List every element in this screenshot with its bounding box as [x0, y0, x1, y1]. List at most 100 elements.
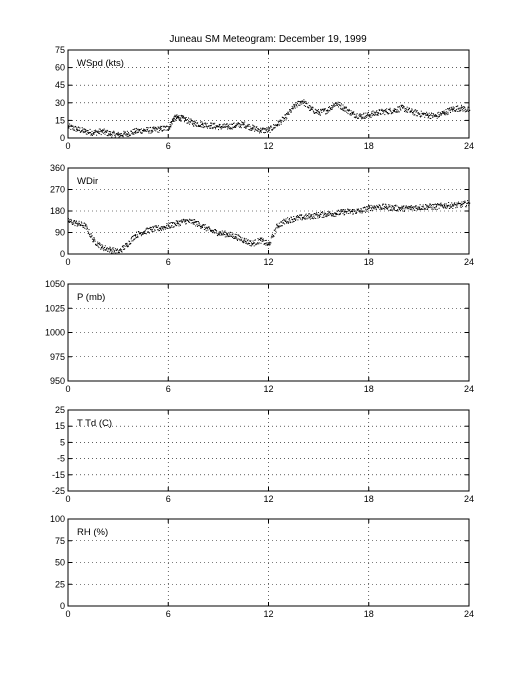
- data-point: [308, 213, 309, 215]
- data-point: [98, 131, 100, 133]
- data-point: [383, 203, 385, 205]
- data-point: [111, 134, 113, 136]
- data-point: [310, 214, 312, 216]
- data-point: [449, 107, 451, 109]
- data-point: [99, 244, 101, 246]
- data-point: [110, 131, 112, 133]
- data-point: [136, 231, 137, 233]
- data-point: [282, 222, 284, 224]
- data-point: [210, 127, 212, 129]
- data-point: [197, 221, 199, 222]
- data-point: [259, 237, 261, 239]
- data-point: [334, 105, 336, 106]
- data-point: [197, 125, 199, 127]
- data-point: [155, 127, 157, 129]
- data-point: [292, 108, 294, 110]
- data-point: [394, 205, 396, 207]
- data-point: [109, 246, 111, 248]
- data-point: [384, 110, 386, 112]
- y-tick-label: 270: [50, 185, 65, 195]
- data-point: [87, 130, 89, 132]
- data-point: [72, 220, 74, 222]
- data-point: [364, 118, 366, 119]
- data-point: [243, 123, 245, 126]
- data-point: [390, 110, 392, 112]
- data-point: [175, 119, 177, 121]
- data-point: [418, 208, 420, 210]
- data-point: [162, 226, 164, 228]
- data-point: [288, 113, 290, 115]
- data-point: [262, 239, 264, 241]
- data-point: [427, 206, 429, 208]
- data-point: [338, 213, 340, 215]
- data-point: [200, 123, 202, 125]
- data-point: [181, 115, 183, 117]
- data-point: [331, 105, 333, 106]
- data-point: [336, 104, 338, 106]
- data-point: [259, 132, 260, 134]
- data-point: [461, 106, 463, 108]
- data-point: [193, 122, 195, 124]
- data-point: [207, 127, 208, 129]
- data-point: [342, 110, 344, 112]
- data-point: [220, 232, 222, 234]
- data-point: [228, 236, 230, 238]
- data-point: [232, 235, 234, 237]
- data-point: [188, 221, 190, 223]
- data-point: [416, 208, 418, 210]
- data-point: [435, 115, 437, 117]
- data-point: [413, 206, 415, 208]
- data-point: [383, 110, 385, 112]
- data-point: [257, 128, 259, 130]
- data-point: [409, 206, 410, 208]
- data-point: [132, 131, 134, 133]
- data-point: [379, 112, 381, 114]
- data-point: [349, 212, 351, 214]
- y-tick-label: 75: [55, 45, 65, 55]
- data-point: [205, 227, 207, 229]
- data-point: [243, 126, 245, 128]
- data-point: [358, 114, 360, 116]
- data-point: [96, 244, 98, 246]
- data-point: [369, 115, 371, 117]
- data-point: [356, 208, 358, 210]
- data-point: [456, 110, 458, 112]
- data-point: [384, 114, 386, 116]
- data-point: [310, 107, 312, 109]
- data-point: [217, 125, 219, 127]
- data-point: [444, 114, 446, 116]
- data-point: [137, 131, 139, 133]
- data-point: [451, 205, 453, 207]
- data-point: [273, 124, 275, 126]
- data-point: [392, 209, 394, 211]
- data-point: [433, 114, 435, 116]
- data-point: [238, 123, 240, 125]
- data-point: [245, 125, 247, 127]
- data-point: [197, 226, 199, 227]
- data-point: [461, 205, 463, 207]
- data-point: [122, 136, 124, 138]
- data-point: [118, 250, 120, 251]
- data-point: [186, 122, 188, 124]
- data-point: [254, 130, 256, 132]
- data-point: [383, 208, 385, 210]
- data-point: [333, 104, 335, 106]
- data-point: [225, 125, 227, 127]
- data-point: [241, 239, 243, 241]
- data-point: [316, 214, 318, 216]
- data-point: [245, 238, 247, 240]
- data-point: [332, 214, 334, 216]
- data-point: [340, 211, 342, 213]
- data-point: [385, 206, 387, 208]
- data-point: [362, 210, 364, 212]
- data-point: [264, 128, 266, 129]
- data-point: [341, 210, 342, 212]
- data-point: [249, 245, 251, 246]
- data-point: [377, 114, 379, 116]
- data-point: [444, 203, 446, 205]
- data-point: [414, 113, 416, 115]
- data-point: [75, 222, 77, 224]
- data-point: [346, 106, 347, 108]
- data-point: [148, 131, 150, 133]
